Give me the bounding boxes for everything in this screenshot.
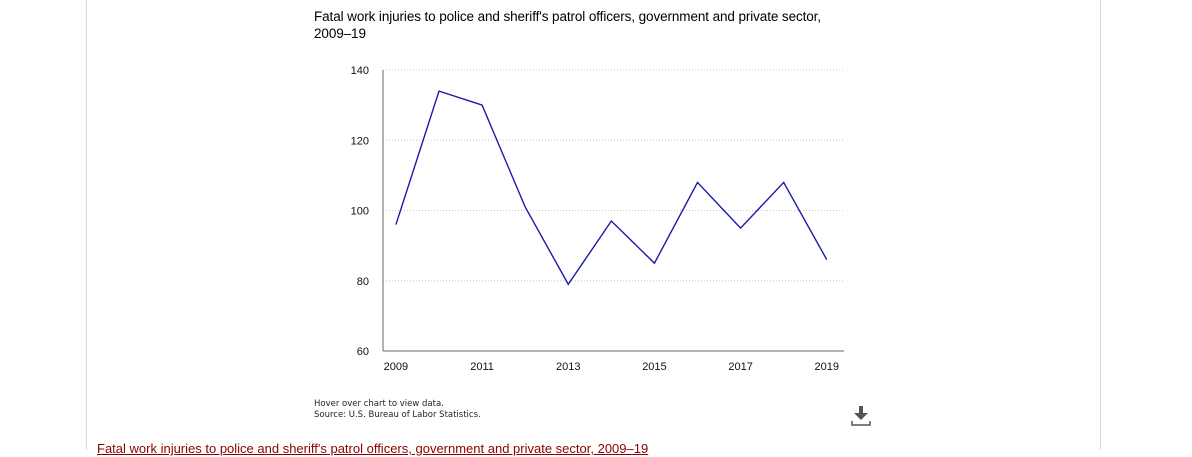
page-frame — [86, 0, 1101, 450]
x-tick-label: 2017 — [728, 361, 752, 373]
data-point[interactable]: 2017: 95 — [737, 224, 745, 232]
data-point[interactable]: 2018: 108 — [780, 178, 788, 186]
table-title-link[interactable]: Fatal work injuries to police and sherif… — [97, 441, 649, 456]
data-point[interactable]: 2014: 97 — [607, 217, 615, 225]
x-tick-label: 2019 — [815, 361, 839, 373]
x-tick-label: 2009 — [384, 361, 408, 373]
x-tick-label: 2013 — [556, 361, 580, 373]
x-tick-labels: 2009 2011 2013 2015 2017 2019 — [384, 361, 839, 373]
data-point[interactable]: 2011: 130 — [478, 101, 486, 109]
data-point[interactable]: 2013: 79 — [564, 280, 572, 288]
data-point[interactable]: 2009: 96 — [392, 221, 400, 229]
data-point[interactable]: 2016: 108 — [694, 178, 702, 186]
y-tick-label: 140 — [351, 65, 369, 77]
axes — [382, 70, 844, 352]
download-icon — [851, 406, 871, 426]
y-tick-label: 120 — [351, 135, 369, 147]
y-tick-label: 80 — [357, 276, 369, 288]
y-tick-labels: 140 120 100 80 60 — [351, 65, 369, 358]
x-tick-label: 2015 — [642, 361, 666, 373]
y-tick-label: 100 — [351, 206, 369, 218]
chart-title: Fatal work injuries to police and sherif… — [314, 9, 821, 41]
data-point[interactable]: 2019: 86 — [823, 256, 831, 264]
x-tick-label: 2011 — [470, 361, 494, 373]
source-note: Source: U.S. Bureau of Labor Statistics. — [314, 410, 481, 420]
y-tick-label: 60 — [357, 346, 369, 358]
hover-note: Hover over chart to view data. — [314, 399, 444, 409]
data-point[interactable]: 2012: 101 — [521, 203, 529, 211]
grid-lines — [383, 69, 844, 282]
download-button[interactable] — [849, 404, 873, 428]
series-line[interactable] — [395, 90, 828, 286]
data-point[interactable]: 2015: 85 — [650, 259, 658, 267]
